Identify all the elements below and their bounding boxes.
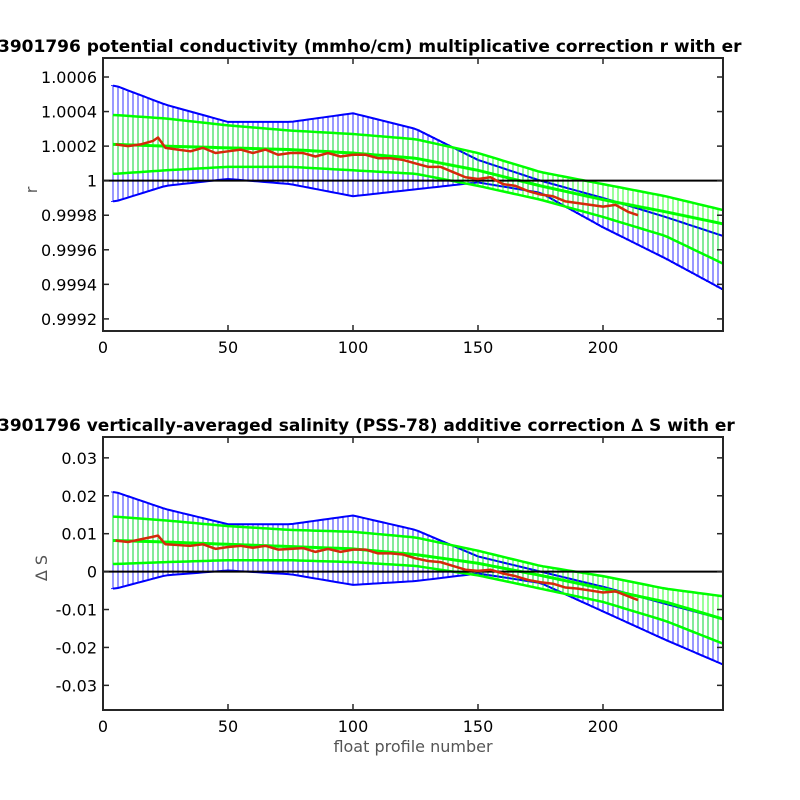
salinity-x-tick-label: 200 xyxy=(588,717,619,736)
panel-conductivity-title: 3901796 potential conductivity (mmho/cm)… xyxy=(0,37,742,57)
salinity-y-tick-label: 0.02 xyxy=(61,487,97,506)
conductivity-x-tick-label: 0 xyxy=(98,338,108,357)
salinity-correction-line xyxy=(115,534,639,602)
conductivity-y-tick-label: 1 xyxy=(87,172,97,191)
conductivity-y-tick-label: 0.9998 xyxy=(41,206,97,225)
salinity-fit-lower-line xyxy=(112,558,723,645)
panel-conductivity-plot-area: 0 50 100 150 200 0.9992 0.9994 0.9996 0.9998 1 1.0… xyxy=(41,57,724,357)
conductivity-y-tick-label: 0.9996 xyxy=(41,241,97,260)
conductivity-data-layer xyxy=(103,84,723,291)
salinity-x-tick-label: 50 xyxy=(218,717,238,736)
conductivity-x-tick-label: 50 xyxy=(218,338,238,357)
panel-conductivity: 3901796 potential conductivity (mmho/cm)… xyxy=(0,37,742,357)
salinity-fit-upper-line xyxy=(112,515,723,598)
conductivity-fit-upper-line xyxy=(112,113,723,212)
conductivity-y-tick-label: 1.0002 xyxy=(41,137,97,156)
conductivity-y-tick-label: 1.0006 xyxy=(41,68,97,87)
panel-salinity-plot-area: 0 50 100 150 200 -0.03 -0.02 -0.01 0 0.01 0.02 0.03 xyxy=(56,436,724,736)
salinity-y-tick-label: 0.03 xyxy=(61,449,97,468)
conductivity-y-tick-label: 1.0004 xyxy=(41,103,97,122)
conductivity-x-tick-label: 100 xyxy=(338,338,369,357)
salinity-data-layer xyxy=(103,490,723,666)
conductivity-axes-box xyxy=(102,57,724,332)
salinity-y-tick-label: 0.01 xyxy=(61,525,97,544)
salinity-y-tick-label: -0.01 xyxy=(56,601,97,620)
panel-salinity-x-axis-label: float profile number xyxy=(333,737,493,756)
panel-conductivity-y-axis-label: r xyxy=(22,186,41,193)
conductivity-x-tick-label: 150 xyxy=(463,338,494,357)
conductivity-y-tick-label: 0.9994 xyxy=(41,275,97,294)
conductivity-x-tick-label: 200 xyxy=(588,338,619,357)
salinity-y-tick-label: 0 xyxy=(87,563,97,582)
salinity-y-tick-label: -0.02 xyxy=(56,638,97,657)
conductivity-correction-line xyxy=(115,136,639,217)
panel-salinity-title: 3901796 vertically-averaged salinity (PS… xyxy=(0,416,735,436)
salinity-x-tick-label: 100 xyxy=(338,717,369,736)
conductivity-fit-line xyxy=(112,142,723,226)
salinity-y-tick-label: -0.03 xyxy=(56,676,97,695)
panel-salinity-y-axis-label: ∆ S xyxy=(32,555,51,582)
salinity-x-tick-label: 0 xyxy=(98,717,108,736)
salinity-x-tick-label: 150 xyxy=(463,717,494,736)
panel-salinity: 3901796 vertically-averaged salinity (PS… xyxy=(0,416,735,756)
salinity-axes-box xyxy=(102,436,724,711)
conductivity-fit-lower-line xyxy=(112,165,723,265)
conductivity-y-tick-label: 0.9992 xyxy=(41,310,97,329)
